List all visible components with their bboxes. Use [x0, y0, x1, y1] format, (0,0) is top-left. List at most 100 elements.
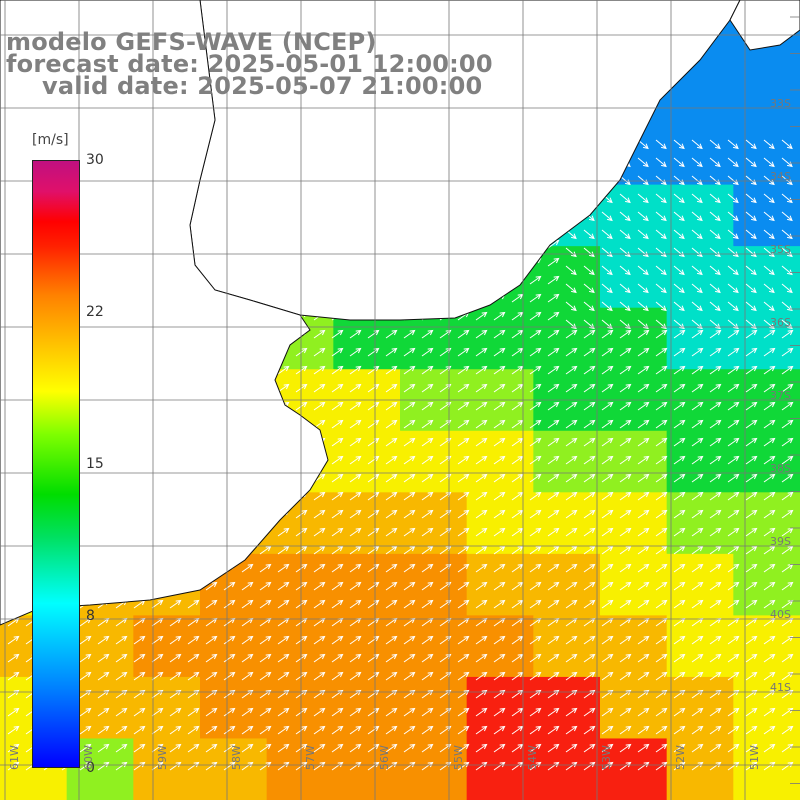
- wind-arrow: [547, 293, 560, 303]
- wind-arrow: [619, 401, 632, 411]
- wind-arrow: [349, 599, 362, 609]
- wind-arrow: [259, 743, 272, 753]
- wind-arrow: [673, 365, 686, 375]
- wind-speed-cell: [600, 676, 668, 740]
- wind-arrow: [619, 265, 631, 276]
- wind-arrow: [601, 761, 614, 771]
- wind-arrow: [781, 527, 794, 537]
- wind-arrow: [727, 401, 740, 411]
- wind-arrow: [781, 761, 794, 771]
- wind-arrow: [673, 455, 686, 465]
- wind-arrow: [709, 671, 722, 681]
- wind-arrow: [313, 653, 326, 663]
- wind-arrow: [781, 491, 794, 501]
- wind-arrow: [691, 707, 704, 717]
- wind-arrow: [421, 761, 434, 771]
- wind-arrow: [673, 545, 686, 555]
- wind-arrow: [457, 761, 470, 771]
- wind-arrow: [457, 491, 470, 501]
- wind-arrow: [673, 581, 686, 591]
- wind-arrow: [745, 383, 758, 393]
- wind-arrow: [277, 635, 290, 645]
- wind-arrow: [655, 437, 668, 447]
- wind-arrow: [673, 419, 686, 429]
- wind-arrow: [637, 301, 649, 312]
- wind-arrow: [547, 509, 560, 519]
- wind-arrow: [403, 365, 416, 375]
- wind-arrow: [547, 491, 560, 501]
- wind-arrow: [277, 743, 290, 753]
- wind-arrow: [637, 599, 650, 609]
- wind-arrow: [241, 581, 254, 591]
- wind-arrow: [781, 581, 794, 591]
- wind-arrow: [601, 455, 614, 465]
- wind-arrow: [673, 671, 686, 681]
- wind-arrow: [115, 671, 128, 681]
- wind-arrow: [403, 743, 416, 753]
- wind-arrow: [637, 211, 649, 222]
- wind-arrow: [475, 581, 488, 591]
- wind-arrow: [673, 437, 686, 447]
- wind-arrow: [205, 761, 218, 771]
- wind-arrow: [115, 761, 128, 771]
- wind-arrow: [763, 653, 776, 663]
- wind-arrow: [763, 265, 775, 276]
- wind-arrow: [727, 419, 740, 429]
- wind-arrow: [529, 293, 542, 303]
- wind-arrow: [673, 653, 686, 663]
- wind-arrow: [655, 527, 668, 537]
- wind-arrow: [727, 193, 739, 204]
- wind-arrow: [331, 509, 344, 519]
- wind-arrow: [637, 265, 649, 276]
- wind-arrow: [727, 347, 740, 357]
- wind-arrow: [727, 563, 740, 573]
- wind-speed-cell: [466, 307, 534, 370]
- wind-arrow: [709, 301, 721, 312]
- wind-arrow: [169, 761, 182, 771]
- wind-arrow: [709, 419, 722, 429]
- wind-arrow: [493, 491, 506, 501]
- wind-arrow: [547, 653, 560, 663]
- wind-arrow: [601, 563, 614, 573]
- wind-arrow: [547, 347, 560, 357]
- wind-arrow: [475, 671, 488, 681]
- wind-arrow: [349, 383, 362, 393]
- wind-arrow: [421, 743, 434, 753]
- wind-arrow: [745, 491, 758, 501]
- wind-arrow: [673, 283, 685, 294]
- wind-arrow: [187, 599, 200, 609]
- wind-arrow: [781, 653, 794, 663]
- wind-arrow: [421, 365, 434, 375]
- wind-arrow: [637, 473, 650, 483]
- wind-speed-cell: [533, 246, 601, 309]
- wind-arrow: [313, 365, 326, 375]
- wind-arrow: [457, 365, 470, 375]
- wind-arrow: [655, 419, 668, 429]
- wind-arrow: [583, 707, 596, 717]
- wind-arrow: [151, 653, 164, 663]
- wind-arrow: [673, 383, 686, 393]
- wind-arrow: [241, 653, 254, 663]
- wind-arrow: [151, 743, 164, 753]
- wind-arrow: [637, 563, 650, 573]
- wind-arrow: [475, 347, 488, 357]
- wind-arrow: [565, 383, 578, 393]
- wind-arrow: [313, 491, 326, 501]
- wind-arrow: [637, 527, 650, 537]
- wind-arrow: [403, 437, 416, 447]
- wind-arrow: [421, 599, 434, 609]
- wind-arrow: [727, 743, 740, 753]
- wind-arrow: [691, 157, 703, 168]
- wind-arrow: [169, 653, 182, 663]
- wind-speed-cell: [466, 553, 534, 616]
- wind-arrow: [493, 707, 506, 717]
- wind-speed-cell: [666, 307, 734, 370]
- wind-arrow: [115, 725, 128, 735]
- wind-arrow: [313, 401, 326, 411]
- wind-arrow: [673, 329, 686, 339]
- wind-speed-cell: [200, 615, 268, 678]
- wind-arrow: [7, 671, 20, 681]
- wind-arrow: [691, 473, 704, 483]
- wind-arrow: [331, 581, 344, 591]
- wind-arrow: [565, 455, 578, 465]
